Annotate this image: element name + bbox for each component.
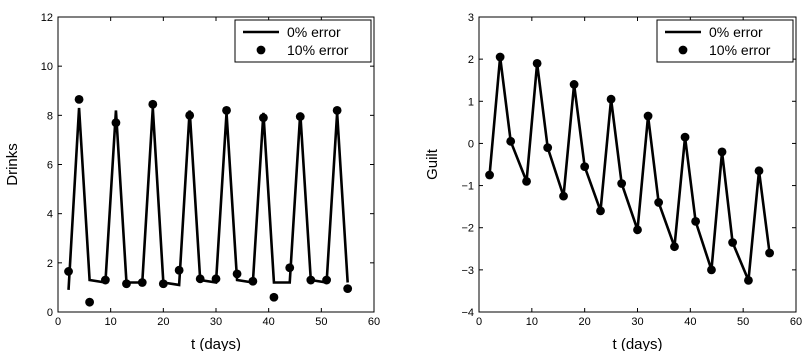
drinks-marker-point: [295, 112, 305, 121]
x-tick-label: 20: [579, 316, 591, 328]
drinks-marker-point: [322, 275, 331, 285]
y-tick-label: −1: [461, 181, 474, 193]
guilt-marker-point: [569, 80, 579, 89]
y-tick-label: 4: [47, 209, 53, 221]
legend-label: 10% error: [287, 42, 349, 58]
guilt-marker-point: [670, 242, 679, 252]
x-tick-label: 0: [476, 316, 482, 328]
legend-box: [656, 19, 794, 63]
legend: 0% error 10% error: [656, 19, 794, 63]
drinks-marker-point: [111, 118, 121, 128]
legend-box: [234, 19, 372, 63]
y-tick-label: −4: [461, 307, 474, 319]
x-tick-label: 60: [368, 316, 380, 328]
legend-label: 10% error: [709, 42, 771, 58]
x-tick-label: 40: [263, 316, 275, 328]
y-tick-label: 8: [47, 110, 53, 122]
drinks-chart: 0 10 20 30 40 50 60 0 2 4 6 8 10 12 t (days) Drinks 0% e…: [4, 12, 380, 353]
drinks-marker-point: [64, 267, 73, 276]
guilt-marker-point: [633, 225, 642, 235]
legend-label: 0% error: [709, 24, 763, 40]
guilt-marker-point: [654, 198, 664, 207]
y-axis-label: Drinks: [4, 143, 21, 186]
guilt-marker-point: [559, 191, 568, 201]
x-axis-label: t (days): [191, 336, 241, 351]
guilt-marker-point: [617, 179, 627, 188]
x-tick-label: 40: [684, 316, 696, 328]
guilt-marker-point: [754, 166, 764, 176]
drinks-marker-point: [74, 94, 84, 104]
x-tick-label: 30: [631, 316, 643, 328]
guilt-chart: 0 10 20 30 40 50 60 −4 −3 −2 −1 0 1 2 3 t (days) Guilt 0%…: [424, 12, 802, 353]
drinks-marker-point: [85, 297, 94, 307]
guilt-marker-point: [506, 136, 516, 146]
guilt-marker-point: [744, 275, 753, 285]
y-tick-label: 2: [47, 258, 53, 270]
x-tick-label: 10: [105, 316, 117, 328]
drinks-marker-point: [248, 276, 258, 286]
guilt-marker-point: [765, 248, 774, 258]
y-tick-label: 0: [468, 138, 474, 150]
drinks-marker-point: [122, 279, 131, 289]
drinks-marker-point: [222, 106, 231, 115]
drinks-marker-point: [285, 263, 295, 273]
guilt-marker-point: [691, 216, 701, 226]
y-tick-label: 6: [47, 160, 53, 172]
y-tick-label: −3: [461, 265, 474, 277]
guilt-marker-point: [728, 238, 737, 247]
y-tick-label: 2: [468, 54, 474, 66]
drinks-marker-point: [269, 292, 279, 302]
x-tick-label: 30: [210, 316, 222, 328]
y-tick-label: 0: [47, 307, 53, 319]
x-tick-label: 50: [315, 316, 327, 328]
guilt-marker-point: [596, 206, 605, 216]
guilt-marker-point: [707, 265, 716, 275]
drinks-marker-point: [195, 274, 205, 284]
drinks-marker-point: [158, 279, 168, 289]
drinks-marker-point: [185, 110, 195, 120]
drinks-marker-point: [332, 106, 342, 115]
drinks-marker-point: [174, 265, 184, 275]
guilt-marker-point: [485, 170, 494, 180]
guilt-marker-point: [606, 94, 616, 104]
drinks-marker-point: [211, 274, 221, 284]
x-tick-label: 20: [157, 316, 169, 328]
x-tick-label: 60: [790, 316, 802, 328]
guilt-marker-point: [643, 111, 653, 121]
y-tick-label: 3: [468, 12, 474, 24]
legend-label: 0% error: [287, 24, 341, 40]
drinks-marker-point: [343, 284, 353, 294]
guilt-marker-point: [543, 143, 553, 153]
x-tick-label: 10: [526, 316, 538, 328]
guilt-marker-point: [680, 132, 690, 142]
guilt-marker-point: [495, 52, 505, 62]
guilt-marker-point: [522, 176, 531, 186]
x-axis-label: t (days): [612, 336, 662, 351]
drinks-marker-point: [101, 275, 110, 285]
legend: 0% error 10% error: [234, 19, 372, 63]
y-tick-label: 10: [41, 61, 53, 73]
drinks-marker-point: [306, 275, 316, 285]
legend-marker-swatch: [678, 45, 688, 55]
y-tick-label: 12: [41, 12, 53, 24]
guilt-marker-point: [532, 58, 542, 68]
x-tick-label: 50: [737, 316, 749, 328]
drinks-marker-point: [259, 113, 268, 123]
drinks-marker-point: [232, 269, 242, 279]
guilt-marker-point: [717, 147, 727, 157]
legend-marker-swatch: [256, 45, 266, 55]
plot-frame: [478, 16, 797, 313]
drinks-marker-point: [137, 278, 147, 287]
guilt-line-series: [488, 56, 771, 281]
drinks-line-series: [67, 107, 349, 290]
guilt-marker-point: [580, 162, 590, 172]
y-tick-label: 1: [468, 96, 474, 108]
y-tick-label: −2: [461, 223, 474, 235]
x-tick-label: 0: [55, 316, 61, 328]
y-axis-label: Guilt: [424, 148, 441, 180]
drinks-marker-point: [148, 99, 158, 109]
